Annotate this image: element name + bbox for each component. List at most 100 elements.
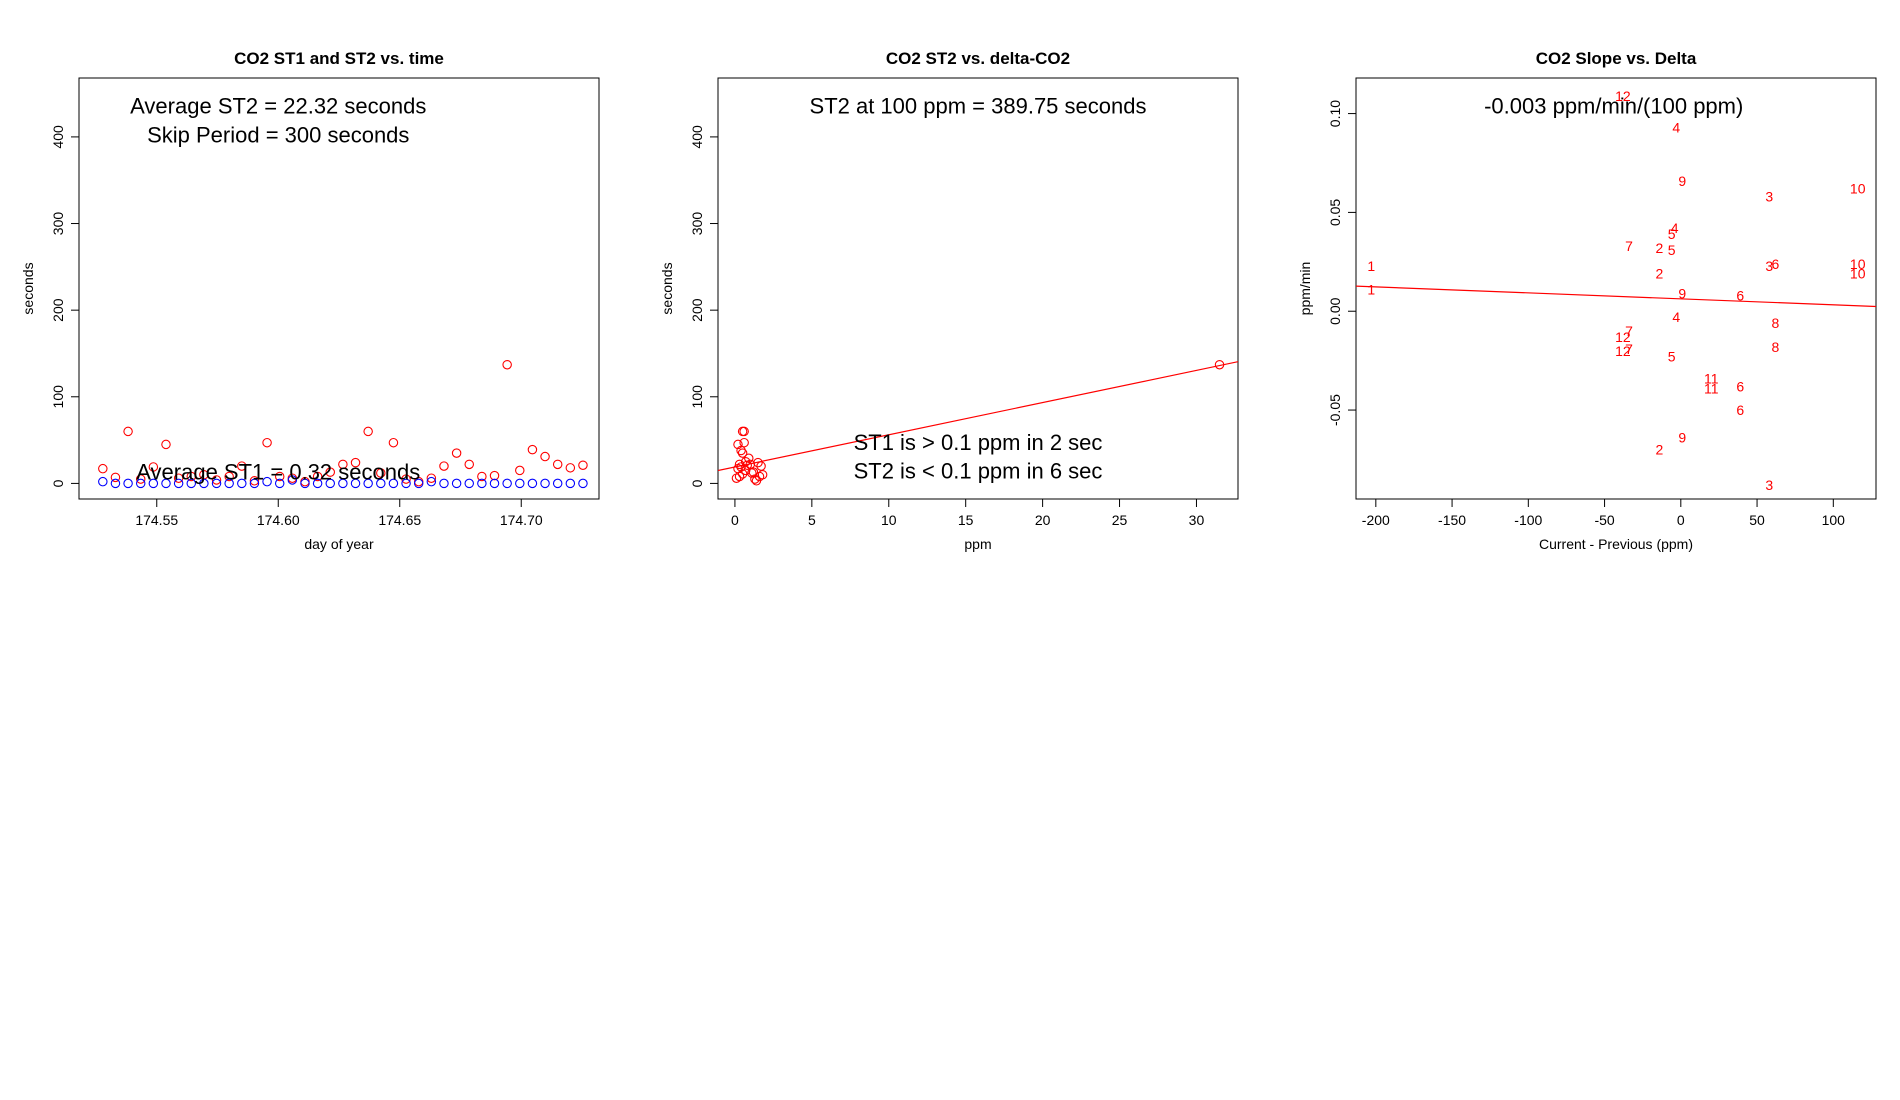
data-point-st1 (123, 478, 133, 489)
data-point-st1 (477, 478, 487, 489)
chart-title: CO2 Slope vs. Delta (1536, 49, 1697, 68)
data-point-st2 (249, 476, 260, 486)
regression-line (1356, 285, 1876, 308)
y-tick-label: 0.00 (1327, 297, 1343, 324)
data-point-label: 7 (1625, 238, 1633, 254)
plot-annotation: ST1 is > 0.1 ppm in 2 sec (854, 430, 1103, 455)
data-point-st1 (578, 478, 588, 489)
data-point-label: 8 (1771, 315, 1779, 331)
data-point-st1 (426, 476, 437, 487)
plot-annotation: Skip Period = 300 seconds (147, 122, 409, 147)
data-point-st2 (515, 465, 525, 476)
y-tick-label: 300 (689, 212, 705, 236)
plot-frame (717, 77, 1239, 500)
data-point-st1 (237, 478, 247, 489)
data-point-label: 3 (1765, 189, 1773, 205)
panel-slope: CO2 Slope vs. Delta-200 -150 -100 -50 0 50 100… (1297, 49, 1877, 552)
plot-frame (78, 77, 600, 500)
x-tick-label: -100 (1514, 512, 1542, 528)
x-tick-label: 100 (1822, 512, 1846, 528)
data-point-st1 (98, 476, 108, 487)
data-point-label: 1 (1367, 281, 1375, 297)
data-point-label: 11 (1704, 380, 1719, 396)
data-point-label: 5 (1668, 349, 1676, 365)
x-tick-label: -150 (1438, 512, 1466, 528)
data-point-label: 3 (1765, 258, 1773, 274)
data-point-st1 (439, 478, 449, 489)
data-point-label: 10 (1850, 181, 1866, 197)
x-tick-label: 30 (1189, 512, 1205, 528)
data-point-st2 (224, 471, 234, 482)
y-tick-label: 200 (689, 298, 705, 322)
data-point-st2 (464, 459, 474, 470)
data-point-st1 (211, 478, 222, 489)
data-point-label: 11 (1704, 370, 1719, 386)
data-point-st2 (578, 460, 588, 470)
data-point-st2 (552, 459, 563, 470)
data-point-st1 (464, 478, 474, 489)
x-axis-label: day of year (304, 536, 374, 552)
data-point-st1 (135, 478, 146, 489)
data-point-st2 (747, 468, 757, 478)
data-point-st1 (274, 478, 285, 489)
data-point-label: 6 (1771, 256, 1779, 272)
data-point-st2 (98, 463, 108, 474)
x-tick-label: 0 (1677, 512, 1685, 528)
data-point-label: 4 (1671, 220, 1679, 236)
data-point-st1 (451, 478, 462, 489)
chart-title: CO2 ST1 and ST2 vs. time (234, 49, 444, 68)
plot-annotation: Average ST2 = 22.32 seconds (130, 94, 426, 119)
data-point-st2 (274, 471, 285, 482)
x-tick-label: -50 (1594, 512, 1614, 528)
chart-title: CO2 ST2 vs. delta-CO2 (886, 49, 1070, 68)
data-point-st2 (540, 451, 550, 462)
y-tick-label: 100 (689, 385, 705, 409)
data-point-st1 (527, 478, 538, 489)
data-point-st2 (527, 444, 538, 455)
data-point-label: 8 (1771, 339, 1779, 355)
y-tick-label: 400 (50, 125, 66, 149)
x-tick-label: 174.70 (500, 512, 543, 528)
data-point-st1 (502, 478, 512, 489)
x-tick-label: 50 (1749, 512, 1765, 528)
data-point-label: 4 (1672, 119, 1680, 135)
regression-line (718, 361, 1238, 472)
x-axis-label: Current - Previous (ppm) (1539, 536, 1693, 552)
data-point-st1 (401, 478, 411, 489)
panel-time: CO2 ST1 and ST2 vs. time 174.55 174.60 174.… (20, 49, 600, 552)
x-axis-label: ppm (964, 536, 991, 552)
data-point-st1 (300, 478, 310, 489)
x-tick-label: 5 (808, 512, 816, 528)
x-tick-label: -200 (1362, 512, 1390, 528)
data-point-st2 (734, 459, 745, 470)
data-point-label: 2 (1656, 266, 1664, 282)
data-point-st2 (757, 469, 768, 480)
data-point-label: 1 (1367, 258, 1375, 274)
data-point-st2 (338, 459, 348, 470)
data-point-label: 6 (1736, 402, 1744, 418)
data-point-label: 7 (1625, 323, 1633, 339)
data-point-label: 9 (1678, 285, 1686, 301)
plot-frame (1355, 77, 1877, 500)
data-point-label: 6 (1736, 287, 1744, 303)
data-point-st2 (173, 473, 184, 483)
data-point-st1 (312, 478, 323, 489)
data-point-st2 (748, 467, 759, 477)
data-point-label: 3 (1765, 477, 1773, 493)
y-axis-label: ppm/min (1297, 262, 1313, 316)
data-point-st1 (338, 478, 348, 489)
data-point-st2 (737, 469, 748, 479)
data-point-st2 (388, 437, 399, 448)
y-tick-label: 300 (50, 212, 66, 236)
x-tick-label: 0 (731, 512, 739, 528)
data-point-st1 (413, 478, 424, 489)
data-point-st1 (376, 478, 386, 489)
y-tick-label: 200 (50, 298, 66, 322)
data-point-label: 10 (1850, 256, 1866, 272)
y-tick-label: 100 (50, 385, 66, 409)
data-point-st1 (199, 478, 209, 489)
data-point-label: 9 (1678, 430, 1686, 446)
x-tick-label: 25 (1112, 512, 1128, 528)
